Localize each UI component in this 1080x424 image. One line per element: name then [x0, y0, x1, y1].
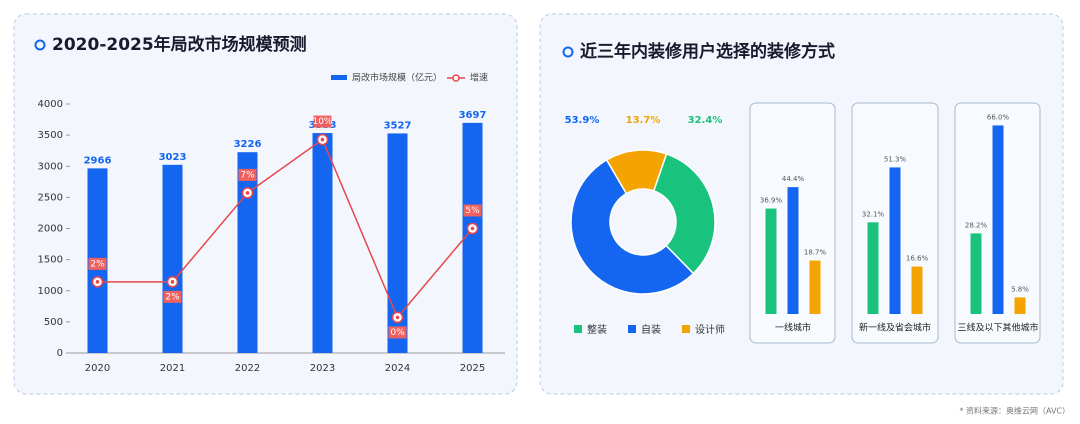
chart-title: 近三年内装修用户选择的装修方式 — [580, 41, 835, 62]
bar-value-label: 18.7% — [804, 249, 827, 257]
growth-label: 7% — [240, 170, 255, 180]
source-note: * 资料来源：奥维云网（AVC） — [959, 406, 1070, 416]
legend-label: 局改市场规模（亿元） — [352, 72, 442, 84]
bar — [970, 233, 982, 314]
title-icon — [34, 39, 46, 51]
bar-value-label: 32.1% — [862, 210, 885, 218]
growth-label: 0% — [390, 328, 405, 338]
panel-label: 三线及以下其他城市 — [957, 322, 1038, 334]
growth-marker-dot — [95, 280, 100, 284]
bar — [462, 122, 483, 353]
bar-value-label: 3226 — [234, 139, 262, 150]
pie-slice — [570, 158, 695, 295]
x-tick-label: 2024 — [385, 363, 410, 374]
growth-marker-dot — [245, 191, 250, 195]
bar-value-label: 3697 — [459, 110, 487, 121]
panel-label: 新一线及省会城市 — [859, 322, 931, 334]
growth-label-bg — [163, 290, 182, 303]
growth-label-bg — [88, 257, 107, 270]
y-tick-label: 500 — [44, 317, 63, 328]
growth-marker-dot — [320, 137, 325, 142]
bar — [809, 260, 821, 314]
bar — [765, 208, 777, 314]
growth-label: 10% — [312, 117, 332, 127]
x-tick-label: 2023 — [310, 363, 335, 374]
bar — [992, 125, 1004, 314]
bar-value-label: 28.2% — [965, 221, 988, 229]
growth-line — [97, 138, 474, 319]
legend-swatch — [682, 325, 690, 333]
bar-value-label: 3023 — [159, 152, 187, 163]
legend-swatch — [574, 325, 582, 333]
bar-value-label: 51.3% — [884, 155, 907, 163]
x-tick-label: 2025 — [460, 363, 485, 374]
bar-value-label: 2966 — [84, 155, 112, 166]
y-tick-label: 0 — [57, 348, 63, 359]
bar — [889, 167, 901, 314]
bar — [387, 133, 408, 353]
growth-label: 5% — [465, 206, 480, 216]
bar-value-label: 66.0% — [987, 113, 1010, 121]
growth-marker-dot — [170, 280, 175, 284]
growth-label: 2% — [165, 292, 180, 302]
growth-marker-dot — [470, 226, 475, 231]
growth-marker-dot — [395, 315, 400, 320]
slice-label: 32.4% — [688, 115, 723, 126]
legend-label: 设计师 — [695, 323, 725, 336]
y-tick-label: 3500 — [38, 130, 63, 141]
legend-marker — [452, 74, 460, 82]
bar-value-label: 5.8% — [1011, 285, 1029, 293]
title-icon — [562, 46, 574, 58]
slice-label: 13.7% — [626, 115, 661, 126]
bar-value-label: 16.6% — [906, 255, 929, 263]
y-tick-label: 1500 — [38, 255, 63, 266]
growth-label-bg — [238, 168, 257, 181]
y-tick-label: 3000 — [38, 161, 63, 172]
legend-label: 自装 — [641, 323, 661, 336]
slice-label: 53.9% — [565, 115, 600, 126]
chart-title: 2020-2025年局改市场规模预测 — [52, 34, 307, 55]
bar-value-label: 36.9% — [760, 197, 783, 205]
bar — [787, 187, 799, 314]
x-tick-label: 2021 — [160, 363, 185, 374]
legend-swatch — [331, 75, 347, 80]
legend-swatch — [628, 325, 636, 333]
bar — [237, 152, 258, 353]
bar — [1014, 297, 1026, 314]
bar-value-label: 44.4% — [782, 175, 805, 183]
bar-value-label: 3527 — [384, 120, 412, 131]
pie-slice — [605, 149, 668, 195]
y-tick-label: 1000 — [38, 286, 63, 297]
growth-label-bg — [388, 326, 407, 339]
bar — [867, 222, 879, 314]
legend-label: 整装 — [587, 323, 607, 336]
y-tick-label: 4000 — [38, 99, 63, 110]
bar — [162, 164, 183, 353]
x-tick-label: 2022 — [235, 363, 260, 374]
bar — [911, 266, 923, 314]
x-tick-label: 2020 — [85, 363, 110, 374]
y-tick-label: 2500 — [38, 192, 63, 203]
bar — [312, 133, 333, 353]
growth-label: 2% — [90, 259, 105, 269]
growth-label-bg — [463, 204, 482, 217]
panel-label: 一线城市 — [775, 322, 811, 334]
legend-label: 增速 — [470, 72, 488, 84]
y-tick-label: 2000 — [38, 224, 63, 235]
pie-slice — [652, 152, 716, 275]
growth-label-bg — [313, 115, 332, 128]
